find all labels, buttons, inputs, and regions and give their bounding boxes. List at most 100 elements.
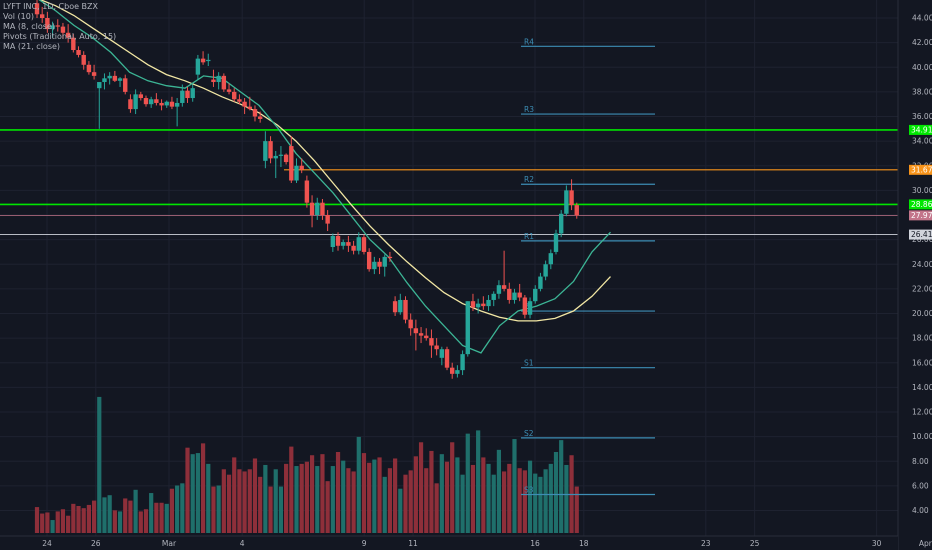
y-tick-label: 18.00 [912,334,932,343]
price-badge [909,199,932,210]
candle-body [341,242,346,246]
pivot-label: R4 [524,37,534,46]
candle-body [174,102,180,107]
candle-body [522,297,528,315]
candle-body [387,256,393,259]
volume-bar [522,470,527,533]
volume-bar [159,502,164,533]
y-tick-label: 36.00 [912,112,932,121]
volume-bar [548,463,553,533]
legend-symbol[interactable]: LYFT INC, 1D, Cboe BZX [3,2,98,11]
volume-bar [512,439,517,533]
candle-body [377,261,382,267]
price-badge [909,124,932,135]
candle-body [81,54,86,65]
legend-ma8[interactable]: MA (8, close) [3,22,55,31]
ma21-line [39,0,611,322]
candle-body [185,90,190,99]
volume-bar [398,488,403,533]
volume-bar [351,471,356,533]
candle-body [50,25,55,30]
volume-bar [154,502,159,533]
volume-bar [128,500,133,533]
candle-body [533,288,538,302]
volume-bar [470,464,476,533]
candle-body [143,98,149,105]
y-tick-label: 34.00 [912,137,932,146]
volume-bar [356,436,361,533]
candle-body [128,99,133,110]
volume-bar [76,506,81,533]
candle-body [382,256,387,267]
price-badge [909,229,932,240]
volume-bar [330,466,335,533]
candle-body [481,303,486,307]
y-tick-label: 42.00 [912,38,932,47]
volume-bar [278,486,284,533]
volume-bar [527,460,533,533]
volume-bar [559,440,564,533]
volume-bar [226,474,232,533]
candle-body [138,94,143,99]
candle-body [574,205,579,216]
legend-ma21[interactable]: MA (21, close) [3,42,61,51]
price-axis-background[interactable] [898,0,932,550]
x-tick-label: 24 [42,539,52,548]
volume-bar [424,468,429,533]
candle-body [548,253,554,265]
candle-body [501,285,507,289]
candle-body [346,242,351,246]
legend-volume[interactable]: Vol (10) [3,12,34,21]
volume-bar [574,486,579,533]
volume-bar [195,453,200,533]
volume-bar [284,463,289,533]
x-tick-label: 11 [408,539,418,548]
x-tick-label: 4 [240,539,245,548]
candle-body [263,141,268,161]
candle-body [475,303,481,308]
volume-bar [258,476,263,533]
volume-bar [164,503,169,533]
time-axis-background[interactable] [0,536,898,550]
candle-body [34,3,40,15]
candle-body [325,215,330,224]
candle-body [335,235,341,246]
volume-bar [403,474,408,533]
candle-body [76,50,81,55]
candle-body [71,37,76,51]
volume-bar [450,442,455,533]
candle-body [294,165,299,181]
volume-bar [476,430,481,533]
y-tick-label: 24.00 [912,260,932,269]
candle-body [361,237,367,252]
volume-bar [382,476,387,533]
legend-pivots[interactable]: Pivots (Traditional, Auto, 15) [3,32,117,41]
y-tick-label: 12.00 [912,408,932,417]
candle-body [273,155,278,159]
candle-body [450,367,455,374]
price-axis[interactable]: 4.00 6.00 8.00 10.00 12.00 14.00 16.00 18.00 20.… [912,14,932,516]
volume-bar [112,510,117,533]
price-badge-label: 27.97 [911,211,932,220]
volume-bar [434,483,439,533]
x-tick-label: 30 [872,539,882,548]
candle-body [465,301,470,355]
candle-body [408,319,413,329]
volume-bar [294,466,299,533]
volume-bar [517,468,522,533]
volume-bar [465,433,470,533]
volume-bar [315,466,320,533]
candle-body [148,99,154,105]
y-tick-label: 30.00 [912,186,932,195]
volume-bar [387,468,393,533]
volume-bar [273,469,278,533]
time-axis[interactable]: 2426Mar49111618232530Apr6813 [42,539,932,548]
volume-bar [299,463,304,533]
horizontal-lines[interactable] [0,129,898,235]
volume-bar [200,443,206,533]
pivot-label: S2 [524,429,534,438]
pivot-label: R1 [524,232,534,241]
volume-bar [242,471,247,533]
candle-body [226,89,232,92]
